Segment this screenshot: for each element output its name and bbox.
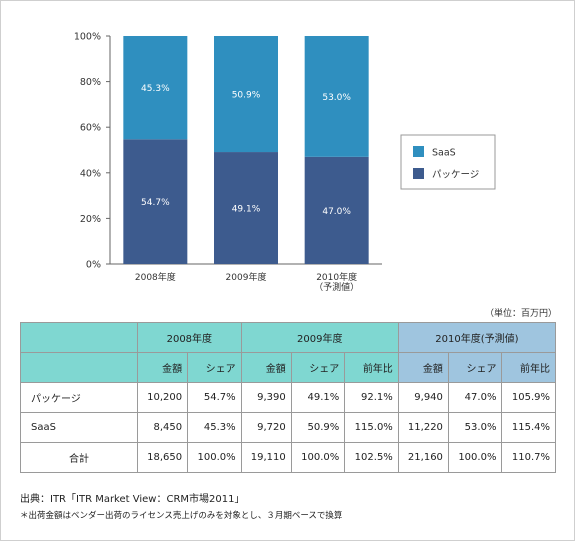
table-cell: 47.0% xyxy=(447,382,503,413)
y-tick-label: 0% xyxy=(86,260,101,271)
subheader-amount: 金額 xyxy=(397,352,449,383)
legend-label: SaaS xyxy=(432,148,456,159)
table-cell: 100.0% xyxy=(187,442,242,473)
y-tick-label: 80% xyxy=(80,77,101,88)
table-cell: 45.3% xyxy=(187,412,242,443)
x-tick-label: 2008年度 xyxy=(135,271,176,283)
legend-swatch xyxy=(413,168,424,179)
table-cell: 50.9% xyxy=(290,412,346,443)
table-cell: 19,110 xyxy=(240,442,292,473)
row-label-saas: SaaS xyxy=(20,412,138,443)
row-label-total: 合計 xyxy=(20,442,138,473)
x-tick-label: 2010年度 xyxy=(316,271,357,283)
table-cell: 18,650 xyxy=(136,442,189,473)
x-tick-label: 2009年度 xyxy=(226,271,267,283)
data-label: 54.7% xyxy=(141,198,170,208)
data-label: 49.1% xyxy=(232,205,261,215)
stacked-bar-chart: 0% 20% 40% 60% 80% 100% 54.7% 45.3% 2008年度 49.1% 5… xyxy=(74,32,496,293)
unit-note: （単位：百万円） xyxy=(484,309,557,319)
subheader-amount: 金額 xyxy=(240,352,292,383)
table-row-total: 合計 18,650 100.0% 19,110 100.0% 102.5% 21… xyxy=(20,442,556,473)
bar-segment xyxy=(123,139,188,264)
source-citation: 出典：ITR「ITR Market View：CRM市場2011」 xyxy=(20,494,245,505)
table-cell: 8,450 xyxy=(136,412,189,443)
table-cell: 100.0% xyxy=(447,442,503,473)
table-cell: 54.7% xyxy=(187,382,242,413)
data-label: 47.0% xyxy=(322,207,351,217)
table-corner-cell xyxy=(20,322,138,353)
subheader-share: シェア xyxy=(447,352,503,383)
table-cell: 100.0% xyxy=(290,442,346,473)
y-tick-label: 100% xyxy=(74,32,101,43)
subheader-blank xyxy=(20,352,138,383)
table-cell: 115.0% xyxy=(344,412,399,443)
table-row: パッケージ 10,200 54.7% 9,390 49.1% 92.1% 9,9… xyxy=(20,382,556,413)
year-header-2010: 2010年度(予測値) xyxy=(397,322,557,353)
year-header-2008: 2008年度 xyxy=(137,322,242,353)
table-cell: 102.5% xyxy=(344,442,399,473)
x-tick-label: （予測値） xyxy=(314,281,359,293)
table-cell: 110.7% xyxy=(501,442,556,473)
table-subheader-row: 金額 シェア 金額 シェア 前年比 金額 シェア 前年比 xyxy=(20,352,556,383)
year-header-2009: 2009年度 xyxy=(240,322,399,353)
table-cell: 115.4% xyxy=(501,412,556,443)
table-cell: 49.1% xyxy=(290,382,346,413)
subheader-yoy: 前年比 xyxy=(501,352,556,383)
table-cell: 9,390 xyxy=(240,382,292,413)
subheader-share: シェア xyxy=(187,352,242,383)
data-label: 50.9% xyxy=(232,91,261,101)
legend-box xyxy=(400,134,496,190)
table-cell: 92.1% xyxy=(344,382,399,413)
table-cell: 11,220 xyxy=(397,412,449,443)
table-cell: 9,720 xyxy=(240,412,292,443)
data-label: 53.0% xyxy=(322,93,351,103)
subheader-yoy: 前年比 xyxy=(344,352,399,383)
table-row: SaaS 8,450 45.3% 9,720 50.9% 115.0% 11,2… xyxy=(20,412,556,443)
y-tick-label: 60% xyxy=(80,123,101,134)
table-cell: 21,160 xyxy=(397,442,449,473)
data-table: 2008年度 2009年度 2010年度(予測値) 金額 シェア 金額 シェア … xyxy=(20,322,557,473)
footnote: ＊出荷金額はベンダー出荷のライセンス売上げのみを対象とし、３月期ベースで換算 xyxy=(20,511,343,521)
y-tick-label: 40% xyxy=(80,168,101,179)
bar-segment xyxy=(214,36,278,153)
bar-segment xyxy=(304,36,369,157)
table-cell: 53.0% xyxy=(447,412,503,443)
y-tick-label: 20% xyxy=(80,214,101,225)
bar-segment xyxy=(123,36,188,140)
subheader-amount: 金額 xyxy=(136,352,189,383)
bar-segment xyxy=(304,156,369,264)
subheader-share: シェア xyxy=(290,352,346,383)
data-label: 45.3% xyxy=(141,84,170,94)
legend-label: パッケージ xyxy=(432,170,479,181)
table-cell: 105.9% xyxy=(501,382,556,413)
table-cell: 10,200 xyxy=(136,382,189,413)
table-cell: 9,940 xyxy=(397,382,449,413)
table-year-header-row: 2008年度 2009年度 2010年度(予測値) xyxy=(20,322,557,353)
bar-segment xyxy=(214,152,278,264)
row-label-package: パッケージ xyxy=(20,382,138,413)
legend-swatch xyxy=(413,146,424,157)
